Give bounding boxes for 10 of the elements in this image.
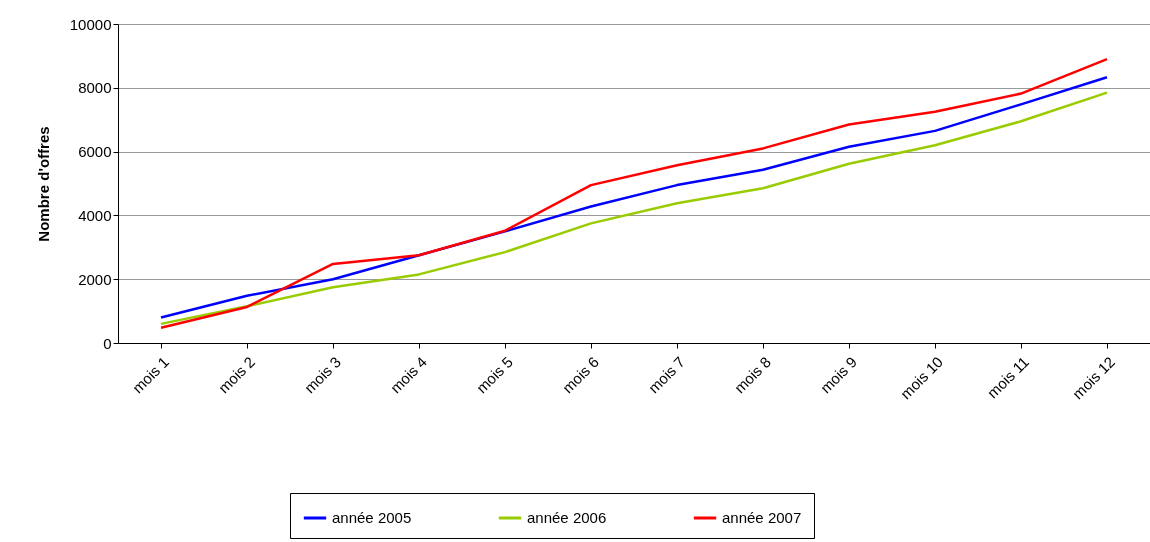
y-tick-label: 0 [103,334,112,352]
y-tick-label: 10000 [69,15,112,33]
y-axis-title: Nombre d'offres [34,126,52,242]
legend-label: année 2006 [527,509,607,526]
y-tick-label: 6000 [78,143,112,161]
y-tick-label: 2000 [78,270,112,288]
legend-label: année 2005 [332,509,412,526]
y-tick-label: 8000 [78,79,112,97]
legend-label: année 2007 [722,509,802,526]
y-tick-label: 4000 [78,206,112,224]
